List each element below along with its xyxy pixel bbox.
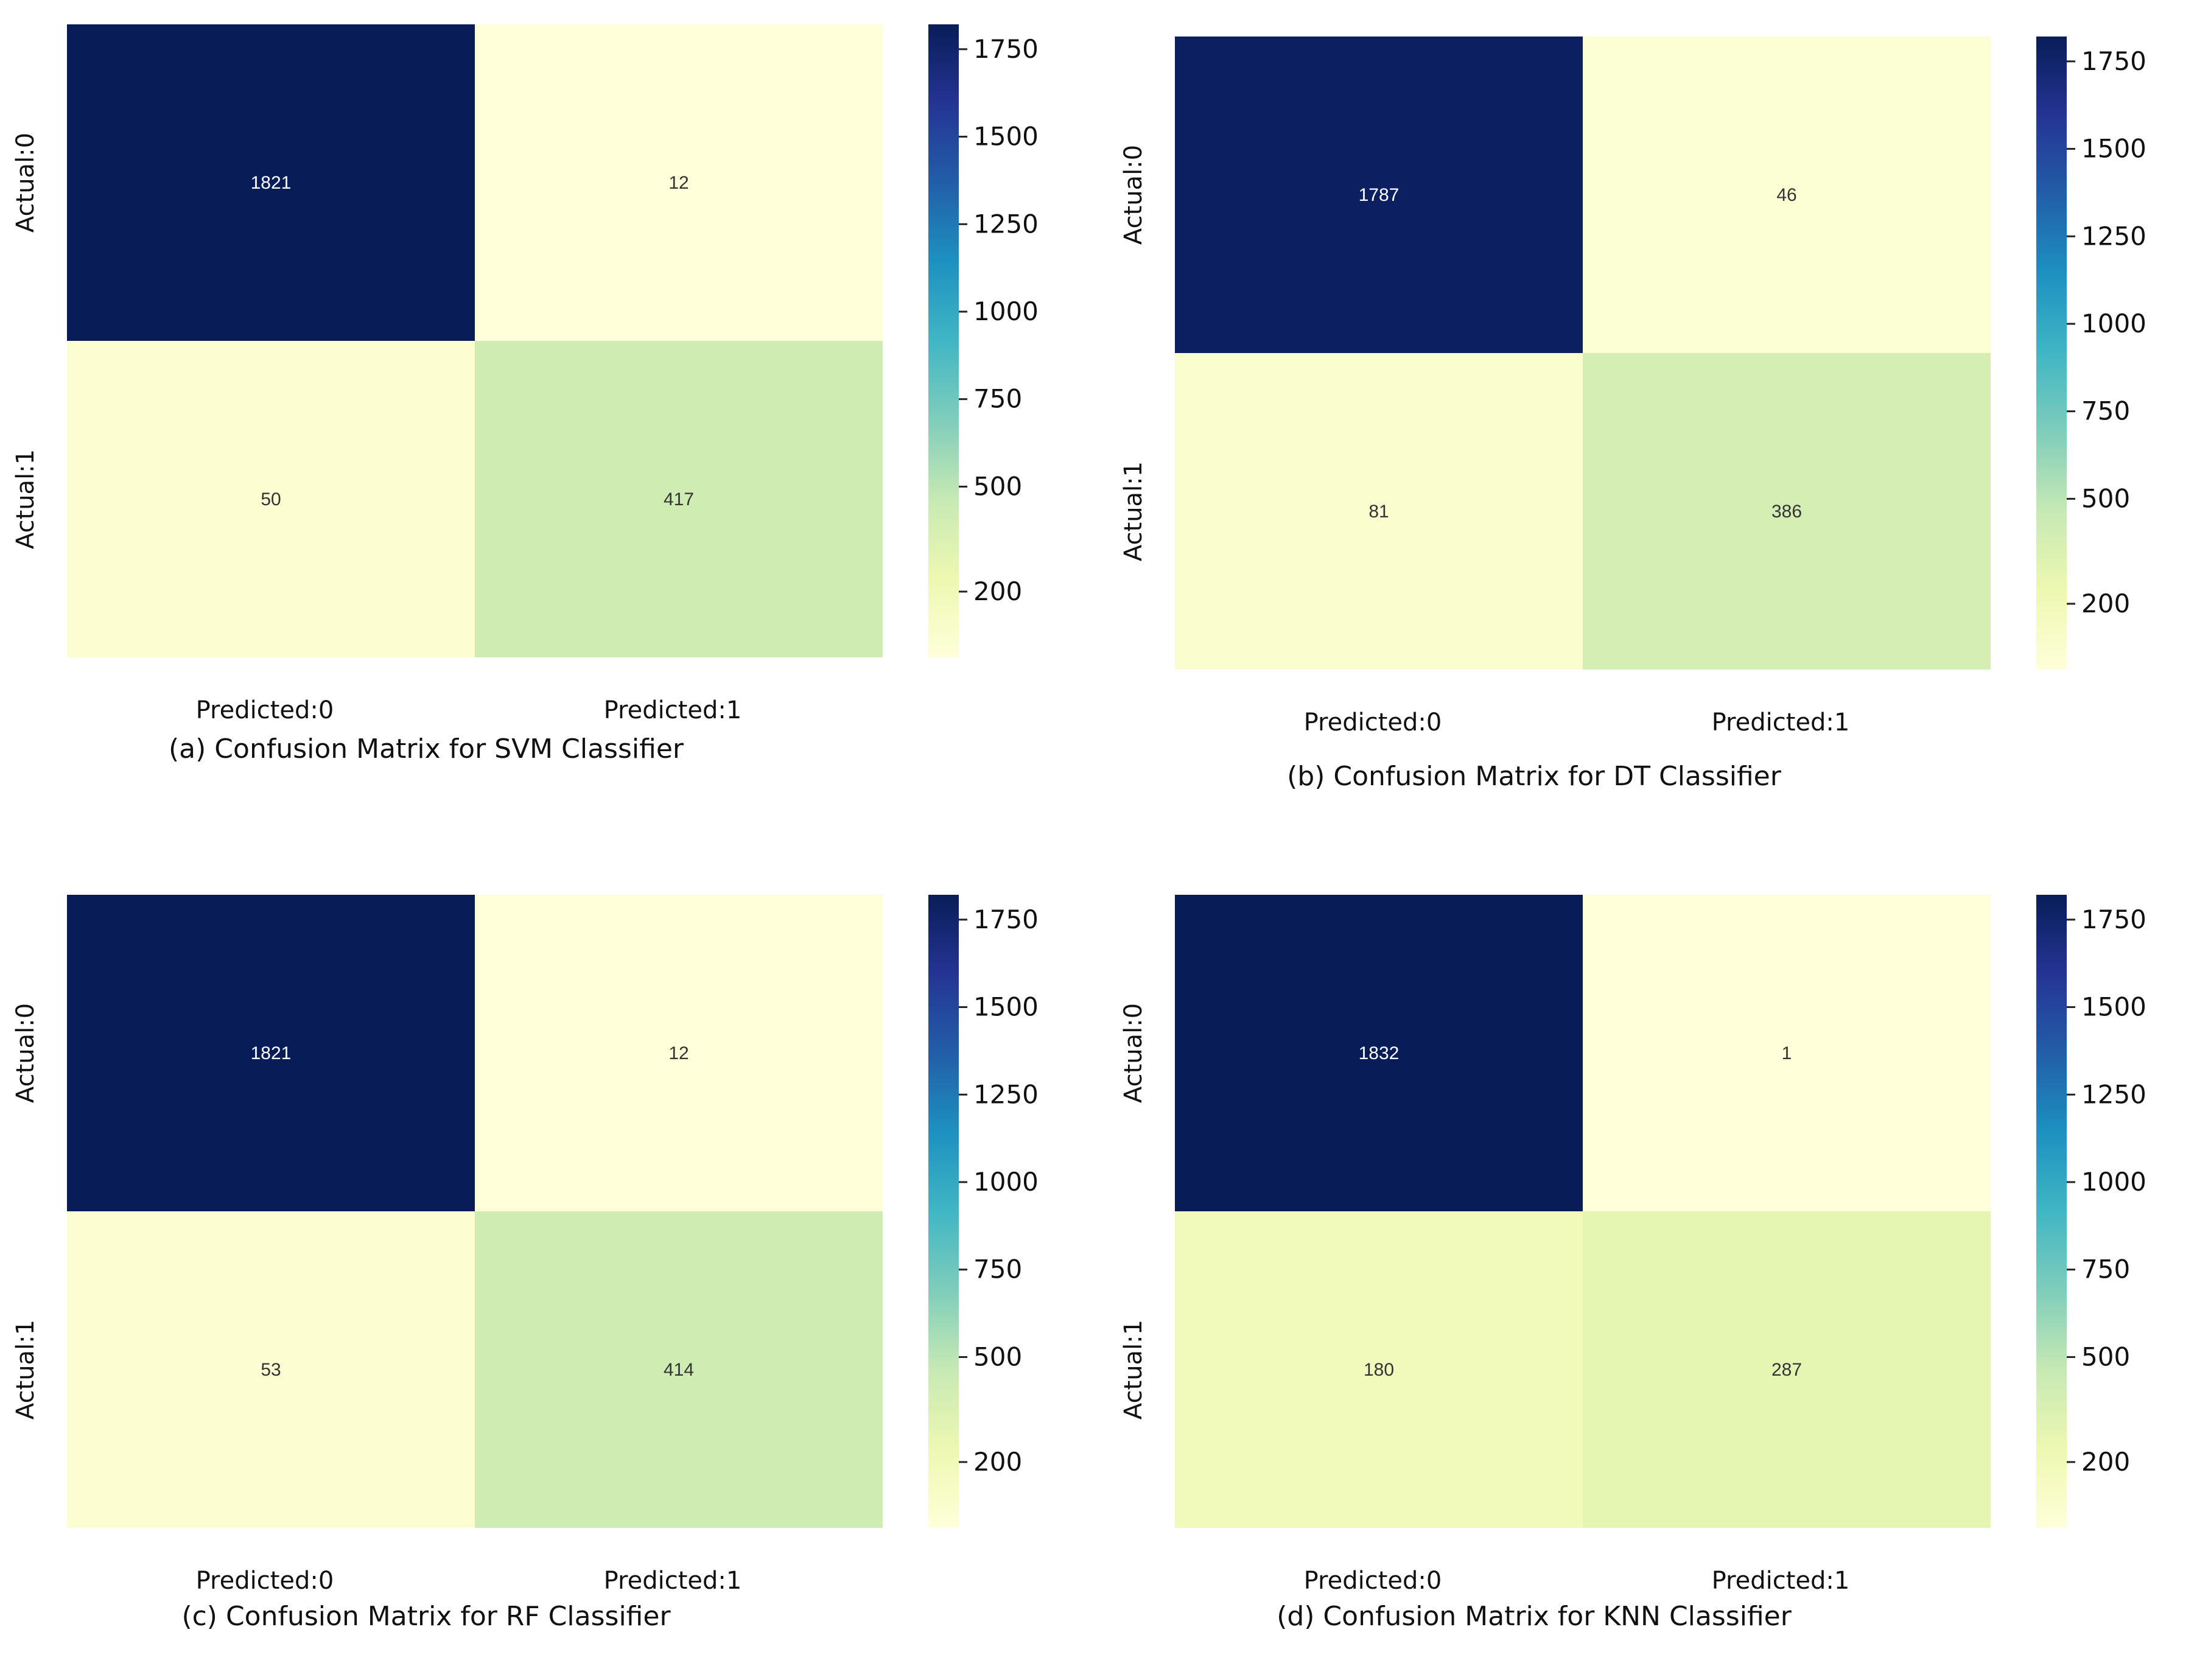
colorbar-tick-label: 1250 (973, 1079, 1039, 1109)
row-label: Actual:0 (1120, 145, 1148, 245)
colorbar-tick-label: 500 (973, 1342, 1022, 1371)
heatmap-rf: 1821 12 53 414 Actual:0 Actual:1 Predicted:0 Pr… (12, 895, 1039, 1595)
cell-value-label: 180 (1364, 1360, 1394, 1380)
caption-dt: (b) Confusion Matrix for DT Classifier (1287, 761, 1781, 792)
heatmap-cell (1583, 895, 1991, 1211)
colorbar-tick-label: 1000 (973, 296, 1039, 326)
heatmap-dt: 1787 46 81 386 Actual:0 Actual:1 Predicted:0 Pr… (1120, 37, 2146, 737)
colorbar-tick-label: 1750 (2081, 905, 2146, 934)
colorbar-tick-label: 200 (2081, 1447, 2130, 1477)
colorbar-tick-label: 1250 (973, 209, 1039, 239)
colorbar-tick-label: 500 (2081, 483, 2130, 513)
colorbar-tick-label: 500 (2081, 1342, 2130, 1371)
cell-value-label: 81 (1368, 502, 1389, 522)
colorbar-tick-label: 750 (2081, 396, 2130, 426)
column-label: Predicted:0 (1304, 1567, 1442, 1595)
colorbar-tick-label: 1250 (2081, 221, 2146, 251)
heatmap-cell (475, 895, 883, 1211)
colorbar (2036, 37, 2067, 670)
cell-value-label: 1821 (251, 173, 292, 193)
heatmap-cell (67, 1211, 475, 1528)
heatmap-cell (1583, 37, 1991, 353)
column-label: Predicted:1 (1712, 709, 1850, 737)
cell-value-label: 1832 (1359, 1043, 1400, 1063)
panel-dt: 1787 46 81 386 Actual:0 Actual:1 Predicted:0 Pr… (1108, 12, 2192, 822)
colorbar-tick-label: 1000 (2081, 1167, 2146, 1197)
colorbar-tick-label: 1750 (973, 905, 1039, 934)
caption-rf: (c) Confusion Matrix for RF Classifier (181, 1601, 671, 1632)
cell-value-label: 1821 (251, 1043, 292, 1063)
colorbar-tick-label: 1250 (2081, 1079, 2146, 1109)
colorbar-tick-label: 1500 (973, 122, 1039, 152)
column-label: Predicted:1 (604, 696, 742, 724)
heatmap-cell (1175, 895, 1583, 1211)
caption-svm: (a) Confusion Matrix for SVM Classifier (169, 733, 684, 765)
colorbar-tick-label: 750 (973, 1255, 1022, 1284)
row-label: Actual:1 (12, 1320, 40, 1419)
colorbar-tick-label: 750 (973, 384, 1022, 414)
cell-value-label: 1 (1782, 1043, 1792, 1063)
colorbar-tick-label: 1500 (2081, 992, 2146, 1022)
heatmap-cell (475, 341, 883, 657)
column-label: Predicted:0 (196, 1567, 334, 1595)
caption-knn: (d) Confusion Matrix for KNN Classifier (1277, 1601, 1792, 1632)
colorbar (2036, 895, 2067, 1528)
column-label: Predicted:1 (604, 1567, 742, 1595)
heatmap-cell (1175, 37, 1583, 353)
colorbar-tick-label: 1000 (2081, 309, 2146, 338)
cell-value-label: 12 (668, 173, 689, 193)
colorbar (928, 895, 959, 1528)
colorbar (928, 24, 959, 657)
row-label: Actual:1 (12, 449, 40, 549)
column-label: Predicted:0 (1304, 709, 1442, 737)
cell-value-label: 12 (668, 1043, 689, 1063)
row-label: Actual:1 (1120, 461, 1148, 561)
colorbar-tick-label: 1750 (2081, 46, 2146, 76)
cell-value-label: 386 (1771, 502, 1802, 522)
row-label: Actual:0 (12, 133, 40, 233)
colorbar-tick-label: 1500 (2081, 134, 2146, 164)
panel-rf: 1821 12 53 414 Actual:0 Actual:1 Predicted:0 Pr… (0, 870, 1084, 1680)
panel-svm: 1821 12 50 417 Actual:0 Actual:1 Predicted:0 Pr… (0, 0, 1084, 810)
heatmap-cell (67, 895, 475, 1211)
cell-value-label: 53 (261, 1360, 281, 1380)
cell-value-label: 1787 (1359, 185, 1400, 205)
colorbar-tick-label: 200 (973, 576, 1022, 606)
heatmap-cell (1175, 353, 1583, 670)
heatmap-cell (475, 24, 883, 341)
cell-value-label: 414 (664, 1360, 694, 1380)
cell-value-label: 50 (261, 489, 281, 509)
row-label: Actual:0 (1120, 1003, 1148, 1103)
row-label: Actual:0 (12, 1003, 40, 1103)
colorbar-tick-label: 1000 (973, 1167, 1039, 1197)
colorbar-tick-label: 1750 (973, 34, 1039, 64)
colorbar-tick-label: 200 (2081, 589, 2130, 618)
heatmap-knn: 1832 1 180 287 Actual:0 Actual:1 Predicted:0 Pr… (1120, 895, 2146, 1595)
heatmap-cell (475, 1211, 883, 1528)
column-label: Predicted:0 (196, 696, 334, 724)
heatmap-cell (1583, 353, 1991, 670)
cell-value-label: 417 (664, 489, 694, 509)
cell-value-label: 287 (1771, 1360, 1802, 1380)
colorbar-tick-label: 200 (973, 1447, 1022, 1477)
heatmap-cell (1175, 1211, 1583, 1528)
colorbar-tick-label: 1500 (973, 992, 1039, 1022)
cell-value-label: 46 (1776, 185, 1796, 205)
colorbar-tick-label: 750 (2081, 1255, 2130, 1284)
heatmap-cell (1583, 1211, 1991, 1528)
colorbar-tick-label: 500 (973, 471, 1022, 501)
heatmap-cell (67, 341, 475, 657)
panel-knn: 1832 1 180 287 Actual:0 Actual:1 Predicted:0 Pr… (1108, 870, 2192, 1680)
heatmap-cell (67, 24, 475, 341)
column-label: Predicted:1 (1712, 1567, 1850, 1595)
row-label: Actual:1 (1120, 1320, 1148, 1419)
